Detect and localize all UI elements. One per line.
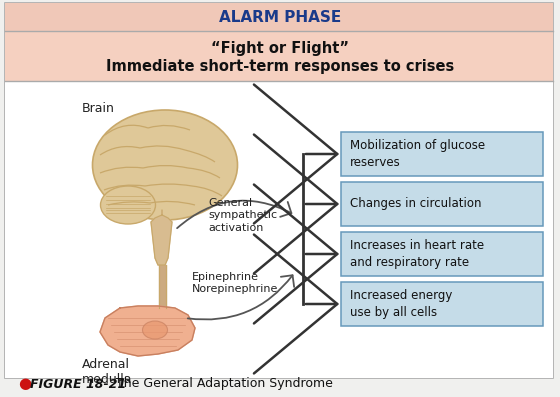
FancyArrowPatch shape [188,275,294,320]
Text: ●: ● [18,376,31,391]
Text: Mobilization of glucose
reserves: Mobilization of glucose reserves [350,139,485,169]
Text: Epinephrine
Norepinephrine: Epinephrine Norepinephrine [192,272,278,295]
Text: “Fight or Flight”: “Fight or Flight” [211,41,349,56]
Text: ALARM PHASE: ALARM PHASE [219,10,341,25]
Text: FIGURE 18-21: FIGURE 18-21 [30,378,126,391]
FancyBboxPatch shape [341,182,543,226]
Text: Increased energy
use by all cells: Increased energy use by all cells [350,289,452,319]
Polygon shape [151,210,172,265]
Text: Changes in circulation: Changes in circulation [350,197,482,210]
Text: Immediate short-term responses to crises: Immediate short-term responses to crises [106,60,454,75]
FancyBboxPatch shape [5,3,553,31]
Ellipse shape [142,321,167,339]
Text: General
sympathetic
activation: General sympathetic activation [208,198,277,233]
FancyBboxPatch shape [341,282,543,326]
FancyArrowPatch shape [177,200,291,228]
FancyBboxPatch shape [5,31,553,81]
Text: The General Adaptation Syndrome: The General Adaptation Syndrome [108,378,333,391]
Polygon shape [100,306,195,356]
FancyBboxPatch shape [5,81,553,378]
Text: Increases in heart rate
and respiratory rate: Increases in heart rate and respiratory … [350,239,484,269]
FancyBboxPatch shape [341,132,543,176]
Text: Brain: Brain [82,102,115,115]
FancyBboxPatch shape [5,3,553,378]
FancyBboxPatch shape [341,232,543,276]
Ellipse shape [100,186,156,224]
Text: Adrenal
medulla: Adrenal medulla [82,358,133,386]
Ellipse shape [92,110,237,220]
